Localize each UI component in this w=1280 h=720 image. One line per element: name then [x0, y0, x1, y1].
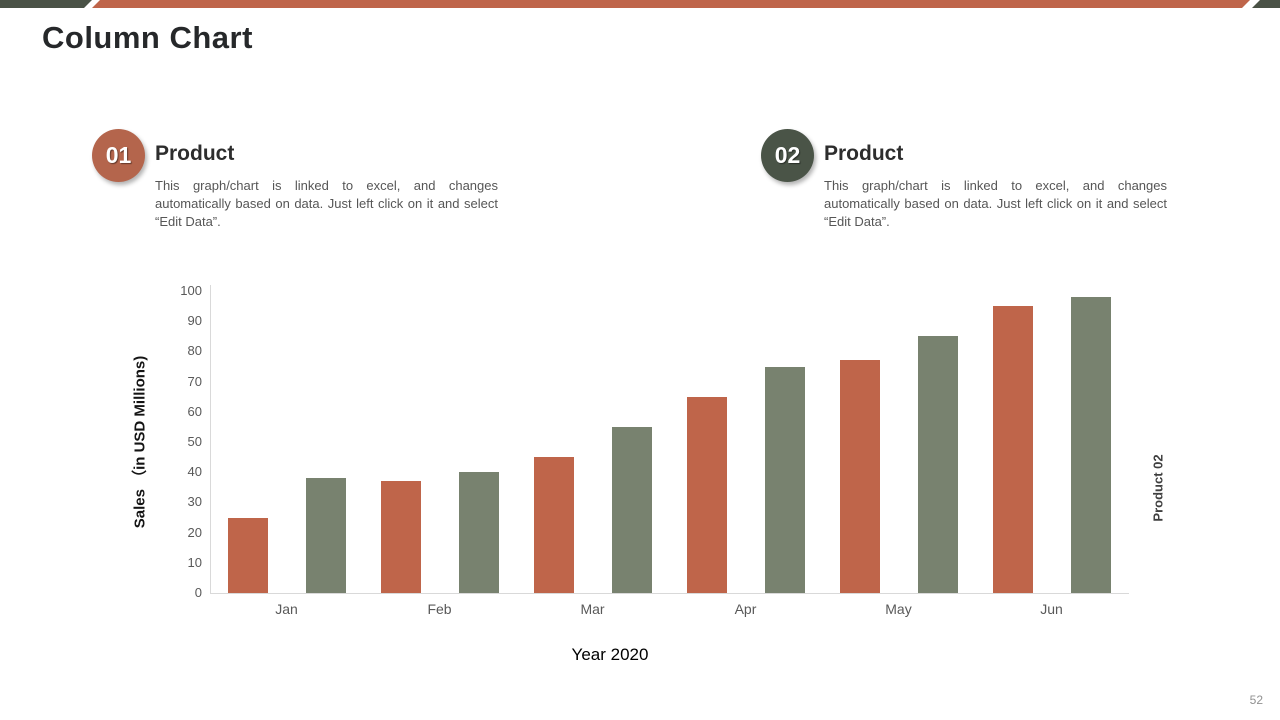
x-tick-label-apr: Apr [734, 601, 757, 617]
accent-bar-orange [92, 0, 1250, 8]
bar-product-01-mar [533, 457, 574, 593]
section-heading: Product [155, 142, 235, 165]
number-badge-02: 02 [761, 129, 814, 182]
x-axis-line [210, 593, 1129, 594]
bar-product-01-apr [686, 396, 727, 593]
bar-product-01-may [839, 360, 880, 593]
y-axis-line [210, 285, 211, 593]
bar-product-02-jun [1070, 297, 1111, 593]
section-description: This graph/chart is linked to excel, and… [824, 178, 1167, 229]
y-tick-label: 10 [187, 554, 202, 570]
number-badge-01: 01 [92, 129, 145, 182]
section-heading: Product [824, 142, 904, 165]
accent-bar-green-right [1252, 0, 1280, 8]
section-description: This graph/chart is linked to excel, and… [155, 178, 498, 229]
y-tick-label: 90 [187, 313, 202, 329]
page-number: 52 [1249, 693, 1263, 707]
x-tick-label-may: May [885, 601, 912, 617]
page-title: Column Chart [42, 20, 253, 55]
y-tick-label: 20 [187, 524, 202, 540]
y-tick-label: 100 [180, 283, 202, 298]
x-tick-label-jan: Jan [275, 601, 298, 617]
x-tick-label-jun: Jun [1040, 601, 1063, 617]
y-tick-label: 60 [187, 403, 202, 419]
bar-product-02-jan [305, 478, 346, 593]
x-tick-label-feb: Feb [427, 601, 452, 617]
y-tick-label: 80 [187, 343, 202, 359]
series-label-product-02: Product 02 [1150, 454, 1166, 522]
bar-product-01-jan [227, 517, 268, 593]
bar-product-02-mar [611, 426, 652, 593]
bar-product-01-feb [380, 481, 421, 593]
y-tick-label: 50 [187, 434, 202, 449]
bar-product-02-may [917, 336, 958, 593]
y-tick-label: 0 [194, 585, 202, 600]
y-tick-label: 40 [187, 464, 202, 480]
accent-bar-green-left [0, 0, 92, 8]
bar-product-01-jun [992, 306, 1033, 593]
bar-product-02-apr [764, 366, 805, 593]
y-axis-title: Sales （in USD Millions) [131, 355, 149, 529]
x-tick-label-mar: Mar [580, 601, 605, 617]
y-tick-label: 70 [187, 373, 202, 389]
x-axis-title: Year 2020 [571, 645, 649, 664]
y-tick-label: 30 [187, 494, 202, 510]
plot-area [210, 291, 1128, 593]
bar-product-02-feb [458, 472, 499, 593]
